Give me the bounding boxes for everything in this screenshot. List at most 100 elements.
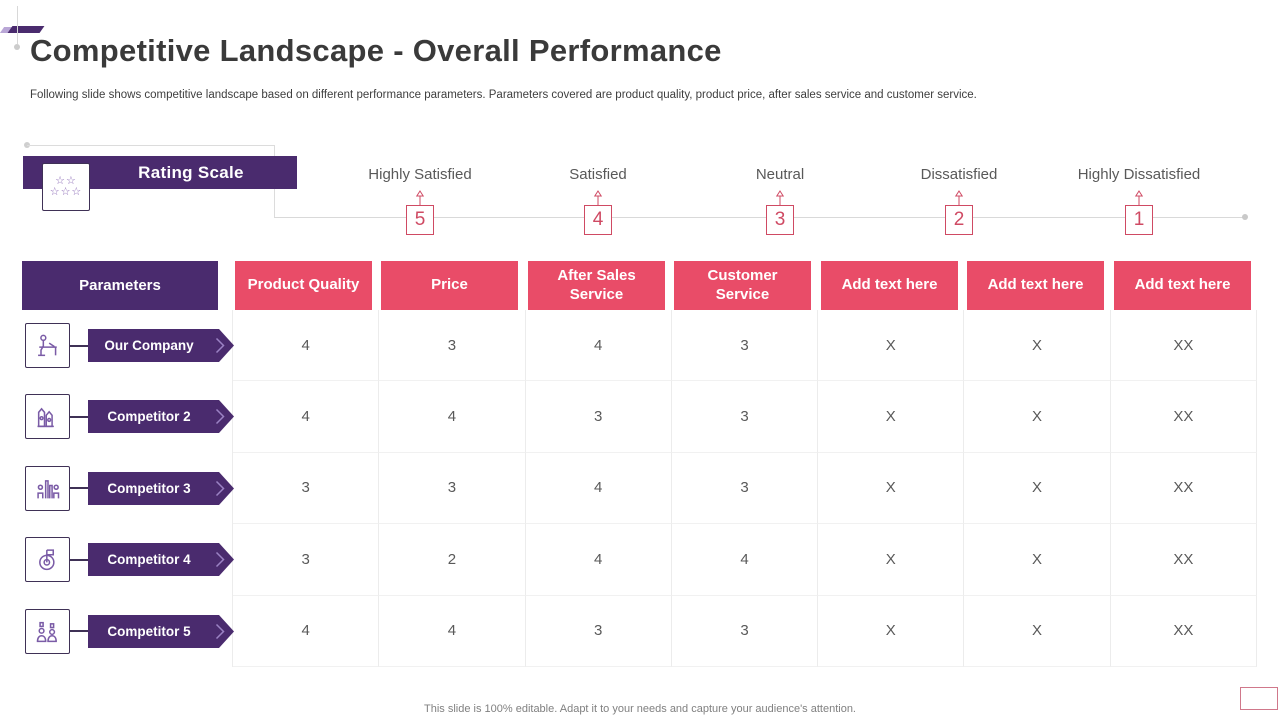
rating-scale-label: Rating Scale <box>138 162 244 182</box>
table-cell: 4 <box>525 524 672 596</box>
table-cell: 4 <box>525 452 672 525</box>
accent-dash <box>7 26 45 33</box>
people-bar-chart-icon <box>25 466 70 511</box>
rating-level-label: Highly Dissatisfied <box>1077 166 1201 183</box>
table-cell: XX <box>1110 524 1257 596</box>
page-title: Competitive Landscape - Overall Performa… <box>30 33 722 68</box>
column-header-customer-service: Customer Service <box>674 261 811 310</box>
chevron-right-icon <box>215 408 225 425</box>
column-header-placeholder-1[interactable]: Add text here <box>821 261 958 310</box>
table-cell: XX <box>1110 310 1257 382</box>
stars-row-top: ☆☆ <box>55 175 77 187</box>
row-label-text: Competitor 3 <box>107 481 191 496</box>
table-cell: 3 <box>671 381 819 453</box>
column-header-product-quality: Product Quality <box>235 261 372 310</box>
table-cell: 3 <box>671 595 819 667</box>
table-cell: X <box>964 595 1111 667</box>
chevron-right-icon <box>215 623 225 640</box>
table-cell: X <box>964 310 1111 382</box>
table-cell: X <box>818 310 965 382</box>
person-at-desk-icon <box>25 323 70 368</box>
rating-level-4: Satisfied 4 <box>498 166 698 235</box>
rating-scale-axis <box>274 217 1245 218</box>
row-label-our-company: Our Company <box>88 329 234 362</box>
stars-row-bottom: ☆☆☆ <box>49 186 83 198</box>
rating-level-label: Dissatisfied <box>920 166 998 183</box>
table-cell: 4 <box>671 524 819 596</box>
row-connector-line <box>70 630 88 632</box>
row-label-text: Competitor 5 <box>107 624 191 639</box>
table-cell: 3 <box>671 452 819 525</box>
up-arrow-icon <box>680 190 880 205</box>
column-header-after-sales-service: After Sales Service <box>528 261 665 310</box>
table-cell: X <box>818 452 965 525</box>
column-header-placeholder-2[interactable]: Add text here <box>967 261 1104 310</box>
corner-placeholder-box[interactable] <box>1240 687 1278 710</box>
rating-level-1: Highly Dissatisfied 1 <box>1039 166 1239 235</box>
table-cell: 3 <box>233 452 380 525</box>
up-arrow-icon <box>320 190 520 205</box>
table-cell: 3 <box>525 381 672 453</box>
rating-level-label: Satisfied <box>569 166 627 183</box>
rating-level-value: 2 <box>945 205 973 235</box>
row-label-text: Our Company <box>104 338 194 353</box>
row-label-competitor-2: Competitor 2 <box>88 400 234 433</box>
table-cell: X <box>818 524 965 596</box>
rating-level-label: Highly Satisfied <box>368 166 472 183</box>
table-cell: 4 <box>233 310 380 382</box>
chevron-right-icon <box>215 551 225 568</box>
page-subtitle: Following slide shows competitive landsc… <box>30 89 977 101</box>
table-cell: 3 <box>671 310 819 382</box>
row-label-competitor-3: Competitor 3 <box>88 472 234 505</box>
rating-level-5: Highly Satisfied 5 <box>320 166 520 235</box>
rating-level-2: Dissatisfied 2 <box>859 166 1059 235</box>
connector-dot-right <box>1242 214 1248 220</box>
up-arrow-icon <box>498 190 698 205</box>
table-cell: X <box>964 381 1111 453</box>
up-arrow-icon <box>1039 190 1239 205</box>
column-header-placeholder-3[interactable]: Add text here <box>1114 261 1251 310</box>
buildings-icon <box>25 394 70 439</box>
table-cell: XX <box>1110 381 1257 453</box>
row-label-competitor-5: Competitor 5 <box>88 615 234 648</box>
table-cell: X <box>818 381 965 453</box>
row-connector-line <box>70 416 88 418</box>
rating-level-label: Neutral <box>755 166 805 183</box>
table-cell: 3 <box>379 310 526 382</box>
table-cell: 2 <box>379 524 526 596</box>
row-label-text: Competitor 4 <box>107 552 191 567</box>
connector-line-top <box>27 145 275 146</box>
up-arrow-icon <box>859 190 1059 205</box>
table-cell: 4 <box>233 381 380 453</box>
table-cell: XX <box>1110 595 1257 667</box>
table-cell: 4 <box>379 595 526 667</box>
guide-line <box>17 6 18 44</box>
table-cell: 4 <box>233 595 380 667</box>
two-people-icon <box>25 609 70 654</box>
table-cell: X <box>818 595 965 667</box>
editable-note: This slide is 100% editable. Adapt it to… <box>424 703 856 715</box>
scores-table: 4 3 4 3 X X XX 4 4 3 3 X X XX 3 3 4 3 X … <box>232 310 1257 667</box>
rating-level-value: 3 <box>766 205 794 235</box>
row-label-competitor-4: Competitor 4 <box>88 543 234 576</box>
row-connector-line <box>70 345 88 347</box>
rating-level-value: 1 <box>1125 205 1153 235</box>
row-label-text: Competitor 2 <box>107 409 191 424</box>
table-cell: 4 <box>379 381 526 453</box>
rating-level-3: Neutral 3 <box>680 166 880 235</box>
guide-handle-dot <box>14 44 20 50</box>
row-connector-line <box>70 487 88 489</box>
chevron-right-icon <box>215 480 225 497</box>
row-connector-line <box>70 559 88 561</box>
table-cell: 3 <box>525 595 672 667</box>
table-cell: 3 <box>379 452 526 525</box>
table-cell: 3 <box>233 524 380 596</box>
stars-icon: ☆☆ ☆☆☆ <box>42 163 90 211</box>
rating-level-value: 4 <box>584 205 612 235</box>
table-cell: X <box>964 452 1111 525</box>
chevron-right-icon <box>215 337 225 354</box>
parameters-header: Parameters <box>22 261 218 310</box>
table-cell: X <box>964 524 1111 596</box>
table-cell: 4 <box>525 310 672 382</box>
